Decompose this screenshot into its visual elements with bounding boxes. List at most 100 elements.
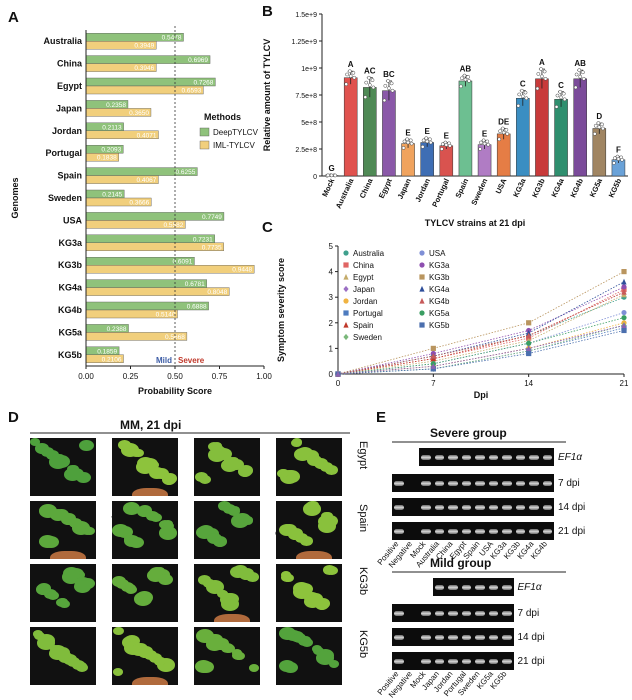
plant-photo [194,627,260,685]
leaf-shape [67,657,80,667]
data-point [520,94,525,99]
gel-band [502,585,512,590]
bar-value-label: 0.6255 [175,169,195,176]
leaf-shape [221,459,238,472]
gel-band [448,529,458,534]
gel-band [421,659,431,664]
data-point [592,132,597,136]
data-point [364,80,369,85]
series-line [337,330,625,375]
bar-value-label: 0.7268 [193,80,213,87]
data-point [501,130,506,135]
y-tick-label: 2.5e+8 [295,147,317,154]
genome-tick-label: KG5a [58,327,83,337]
gel-band [394,659,404,664]
gel-band [502,481,512,486]
gel-band [502,529,512,534]
leaf-shape [75,571,85,579]
series-marker [343,250,349,256]
leaf-shape [307,455,322,467]
series-marker [343,333,349,341]
gel-strip [419,448,554,466]
series-marker [526,320,532,326]
leaf-shape [320,462,333,472]
series-marker [419,274,425,280]
data-point [466,75,470,79]
gel-band [502,455,512,460]
leaf-shape [162,474,176,485]
gel-band [448,611,458,616]
strain-tick-label: KG5b [607,177,624,199]
leaf-shape [58,598,68,606]
data-point [348,74,353,78]
bar-value-label: 0.6969 [188,57,208,64]
data-point [467,79,471,83]
plant-strain-label: KG5b [357,630,369,659]
y-tick-label: 1e+9 [301,66,317,73]
data-point [428,140,433,145]
leaf-shape [79,440,94,452]
significance-letter: A [539,58,545,67]
data-point [558,89,563,94]
significance-letter: E [444,132,450,141]
data-point [408,138,413,143]
data-point [561,91,566,96]
x-tick-label: 0.00 [78,372,94,381]
series-marker [430,363,436,369]
gel-strip [392,498,554,516]
gel-band [529,481,539,486]
strain-tick-label: Mock [320,176,337,198]
bar-value-label: 0.6091 [173,259,193,266]
gel-band [394,611,404,616]
data-point [329,173,334,178]
series-line [337,281,625,375]
data-point [573,85,578,90]
bar-value-label: 0.8048 [207,289,227,296]
leaf-shape [238,466,252,477]
data-point [401,146,406,150]
data-point [516,103,521,108]
data-point [462,73,467,78]
y-tick-label: 2 [329,319,334,328]
plant-photo [112,627,178,685]
gel-band [488,659,498,664]
strain-tick-label: China [358,176,375,199]
leaf-shape [229,506,240,515]
data-point [554,105,559,109]
leaf-shape [223,644,235,653]
leaf-shape [312,645,322,653]
data-point [420,144,425,149]
gel-band [394,481,404,486]
gel-band [488,455,498,460]
leaf-shape [326,566,338,575]
leaf-shape [137,506,151,517]
data-point [536,72,541,76]
series-marker [621,322,627,328]
data-point [540,74,544,79]
data-point [440,142,445,146]
gel-band [461,585,471,590]
leaf-shape [112,524,129,537]
bar-value-label: 0.5478 [162,35,182,42]
data-point [363,95,368,100]
significance-letter: G [328,164,334,173]
leaf-shape [33,630,43,638]
data-point [555,93,560,98]
data-point [504,127,509,132]
gel-band [515,455,525,460]
gel-band [475,635,485,640]
data-point [424,136,429,141]
data-point [345,72,349,77]
leaf-shape [41,447,54,457]
plant-photo [276,564,342,622]
y-tick-label: 0 [329,370,334,379]
bar-value-label: 0.1859 [97,348,117,355]
leaf-shape [123,502,140,515]
data-point [387,86,391,91]
data-point [520,88,524,93]
leaf-shape [232,649,242,657]
bar [458,80,473,177]
y-axis-title: Symptom severity score [276,258,286,362]
leaf-shape [318,519,336,533]
gel-band [542,455,552,460]
